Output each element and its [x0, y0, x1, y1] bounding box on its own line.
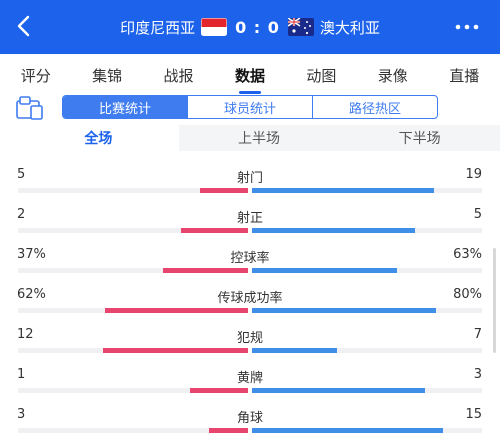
home-stat-track: [18, 308, 248, 313]
stats-segment-control: 比赛统计 球员统计 路径热区: [62, 95, 438, 119]
australia-flag-icon: [287, 18, 314, 36]
home-stat-value: 12: [17, 327, 34, 342]
stat-name: 角球: [236, 411, 263, 426]
home-stat-bar: [163, 268, 248, 273]
away-stat-value: 3: [473, 367, 482, 382]
home-stat-track: [18, 188, 248, 193]
stat-row: 12 犯规 7: [0, 327, 500, 367]
away-stat-bar: [252, 188, 434, 193]
home-stat-track: [18, 428, 248, 433]
stat-row: 62% 传球成功率 80%: [0, 287, 500, 327]
score-display: 0 : 0: [235, 18, 280, 37]
away-stat-value: 15: [465, 407, 482, 422]
period-first-half[interactable]: 上半场: [238, 131, 280, 147]
away-stat-bar: [252, 268, 397, 273]
tab-data[interactable]: 数据: [215, 65, 285, 94]
away-stat-track: [252, 348, 482, 353]
home-score: 0: [235, 17, 248, 37]
indonesia-flag-icon: [201, 18, 228, 36]
home-stat-bar: [190, 388, 248, 393]
home-stat-value: 3: [17, 407, 26, 422]
tab-report[interactable]: 战报: [163, 66, 194, 85]
away-score: 0: [267, 17, 280, 37]
tab-replay[interactable]: 录像: [377, 66, 408, 85]
home-stat-track: [18, 268, 248, 273]
away-stat-track: [252, 308, 482, 313]
home-stat-value: 37%: [17, 247, 46, 262]
home-stat-bar: [105, 308, 248, 313]
away-stat-track: [252, 268, 482, 273]
stat-row: 1 黄牌 3: [0, 367, 500, 407]
match-header: 印度尼西亚 0 : 0 澳大利亚: [0, 0, 500, 54]
stat-name: 射门: [236, 171, 263, 186]
stat-name: 犯规: [236, 331, 263, 346]
home-team-name: 印度尼西亚: [120, 18, 196, 37]
away-stat-bar: [252, 308, 436, 313]
away-stat-track: [252, 428, 482, 433]
segment-match-stats[interactable]: 比赛统计: [63, 96, 188, 118]
away-stat-bar: [252, 388, 425, 393]
home-stat-track: [18, 348, 248, 353]
home-stat-value: 1: [17, 367, 26, 382]
away-stat-bar: [252, 228, 415, 233]
away-stat-track: [252, 228, 482, 233]
stat-name: 射正: [236, 211, 263, 226]
device-layout-icon[interactable]: [16, 96, 44, 120]
away-stat-value: 19: [465, 167, 482, 182]
period-full-match[interactable]: 全场: [18, 125, 179, 151]
stat-name: 黄牌: [236, 371, 263, 386]
home-stat-value: 5: [17, 167, 26, 182]
stat-row: 5 射门 19: [0, 167, 500, 207]
tab-highlights[interactable]: 集锦: [92, 66, 123, 85]
tab-gifs[interactable]: 动图: [306, 66, 337, 85]
segment-player-stats[interactable]: 球员统计: [188, 96, 313, 118]
main-tabs: 评分 集锦 战报 数据 动图 录像 直播: [0, 54, 500, 96]
segment-heatmap[interactable]: 路径热区: [348, 101, 401, 117]
away-team-name: 澳大利亚: [319, 18, 380, 37]
match-title: 印度尼西亚 0 : 0 澳大利亚: [0, 0, 500, 54]
stat-row: 37% 控球率 63%: [0, 247, 500, 287]
period-selector: 全场 上半场 下半场: [18, 125, 500, 151]
tab-rating[interactable]: 评分: [20, 66, 51, 85]
home-stat-value: 62%: [17, 287, 46, 302]
home-stat-bar: [200, 188, 248, 193]
tab-live[interactable]: 直播: [449, 66, 480, 85]
away-stat-track: [252, 388, 482, 393]
home-stat-bar: [103, 348, 248, 353]
home-stat-bar: [209, 428, 248, 433]
stat-row: 3 角球 15: [0, 407, 500, 440]
more-dots-icon[interactable]: [454, 20, 480, 34]
score-separator: :: [253, 17, 262, 37]
stat-row: 2 射正 5: [0, 207, 500, 247]
period-second-half[interactable]: 下半场: [398, 131, 441, 147]
away-stat-track: [252, 188, 482, 193]
home-stat-track: [18, 228, 248, 233]
away-stat-value: 80%: [453, 287, 482, 302]
away-stat-value: 5: [473, 207, 482, 222]
home-stat-bar: [181, 228, 248, 233]
home-stat-value: 2: [17, 207, 26, 222]
back-arrow-icon[interactable]: [12, 13, 38, 39]
scrollbar[interactable]: [493, 248, 496, 353]
home-stat-track: [18, 388, 248, 393]
stat-name: 控球率: [230, 251, 270, 266]
away-stat-value: 63%: [453, 247, 482, 262]
away-stat-value: 7: [473, 327, 482, 342]
stat-name: 传球成功率: [217, 291, 283, 306]
away-stat-bar: [252, 428, 443, 433]
away-stat-bar: [252, 348, 337, 353]
